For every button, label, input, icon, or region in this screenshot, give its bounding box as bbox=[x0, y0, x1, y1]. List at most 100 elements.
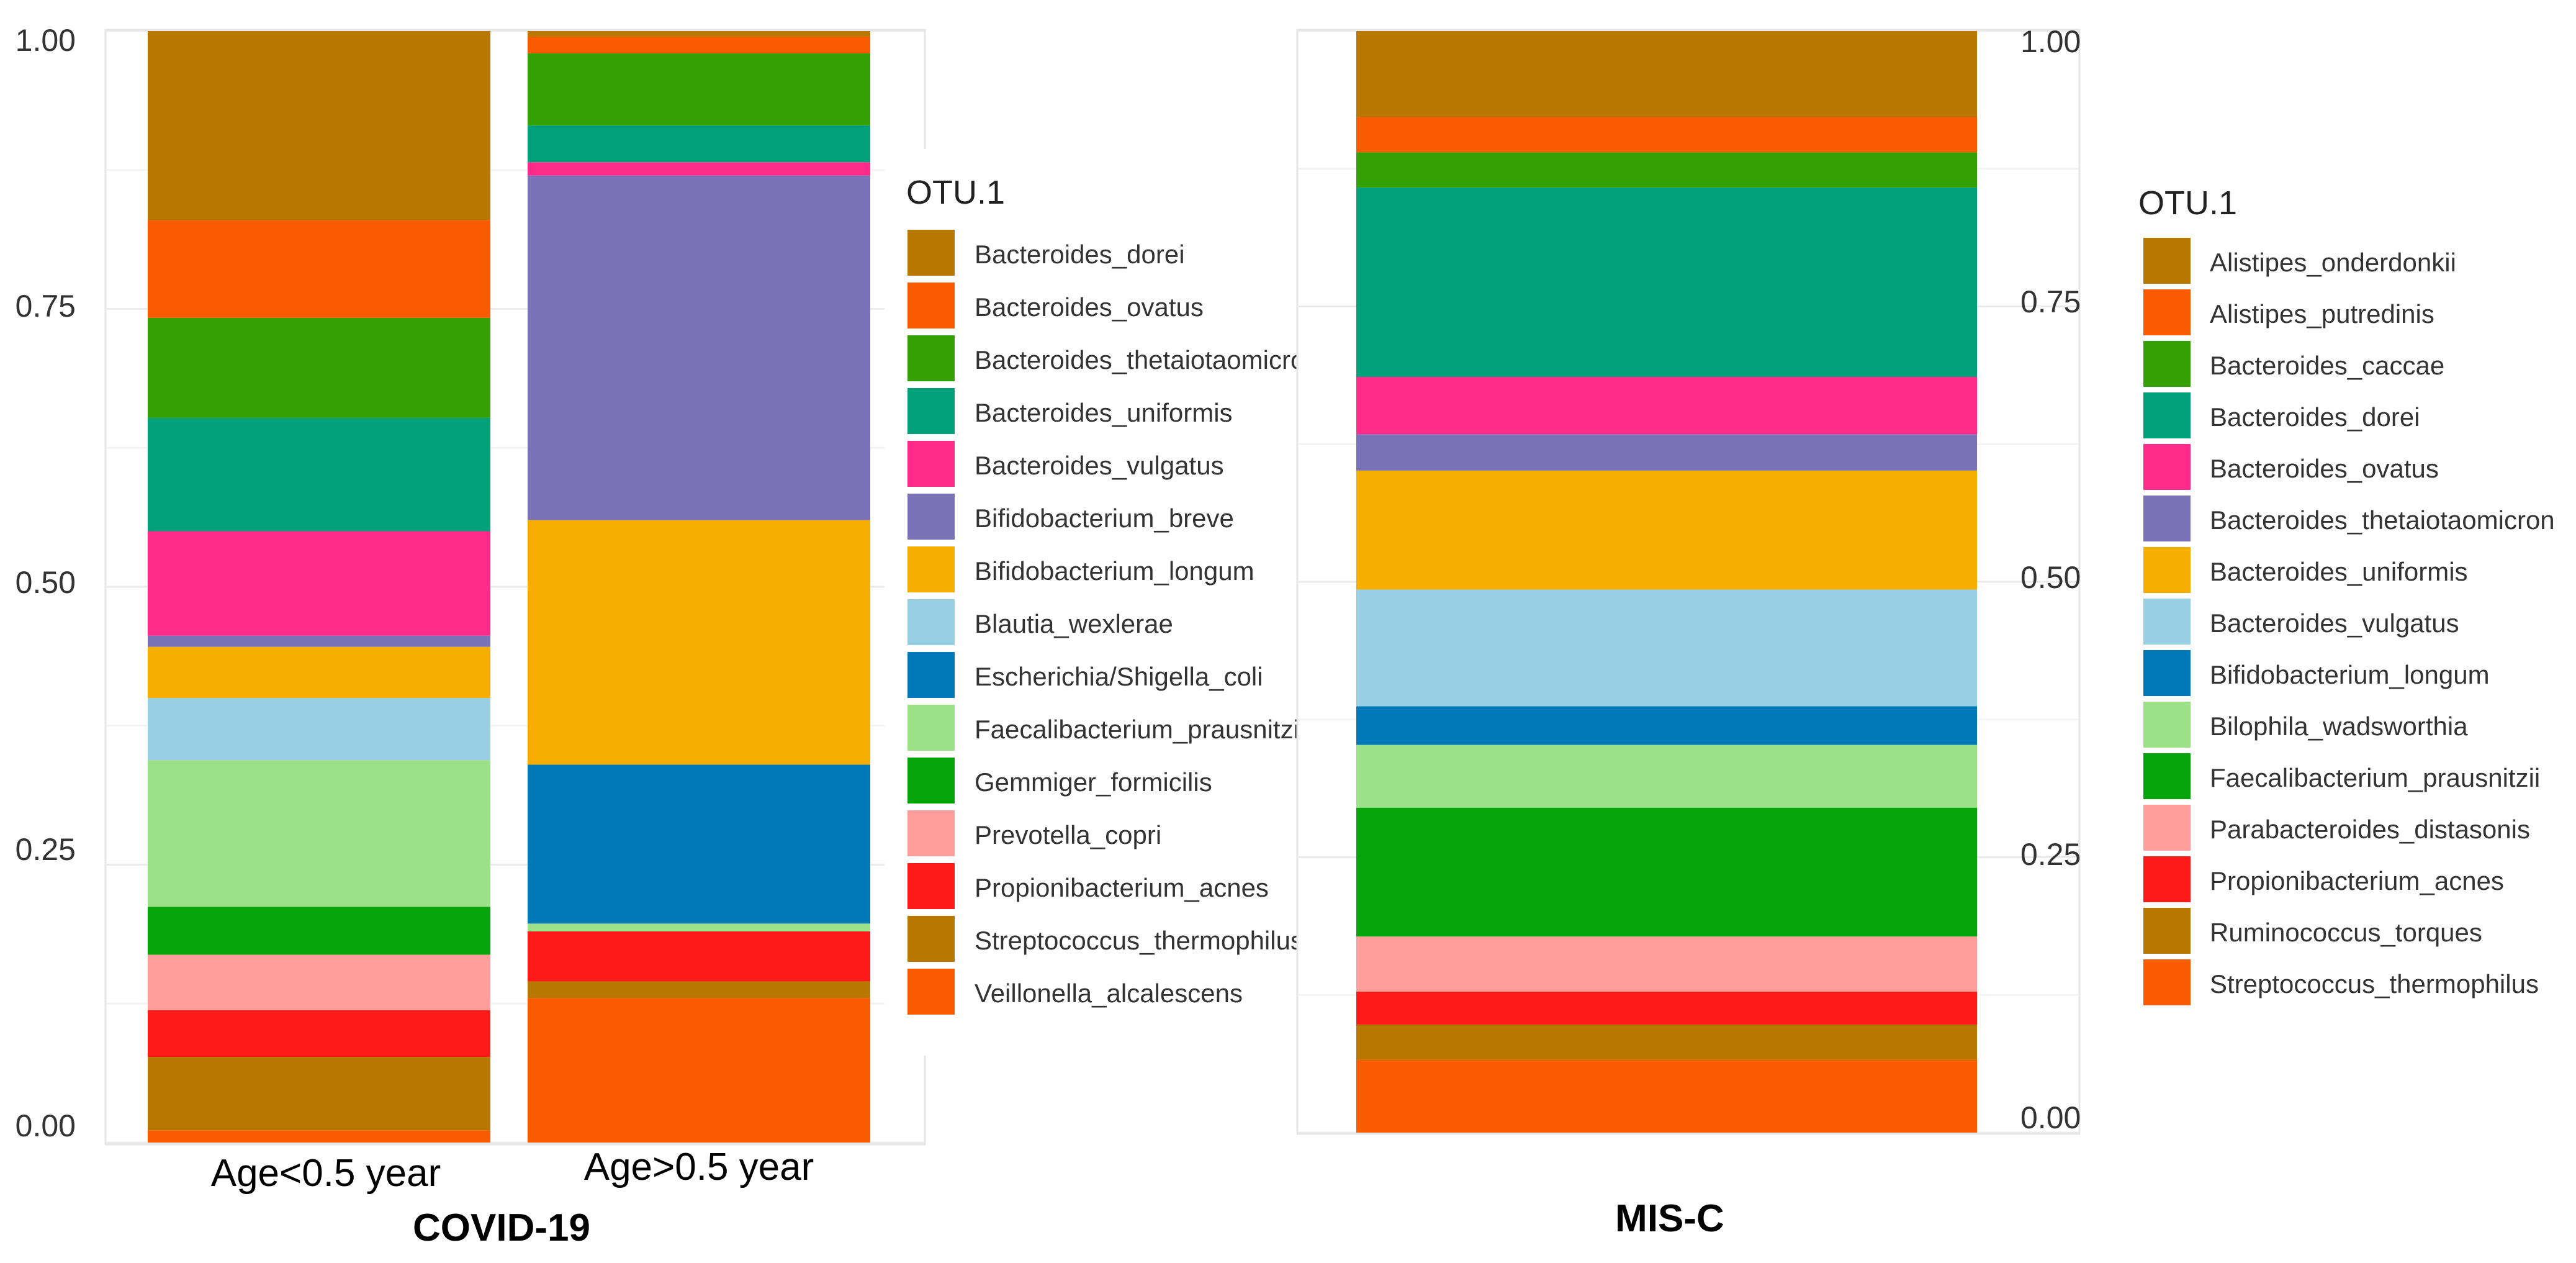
legend-label-bifidobacterium-longum: Bifidobacterium_longum bbox=[2210, 660, 2490, 689]
legend-swatch-bifidobacterium-longum bbox=[907, 546, 955, 592]
legend-label-bacteroides-thetaiotaomicron: Bacteroides_thetaiotaomicron bbox=[975, 345, 1320, 374]
covid-legend: OTU.1 Bacteroides_dorei Bacteroides_ovatu… bbox=[885, 149, 1356, 1056]
legend-swatch-propionibacterium-acnes bbox=[2143, 856, 2191, 902]
legend-label-bifidobacterium-breve: Bifidobacterium_breve bbox=[975, 504, 1234, 533]
bar-segment-faecalibacterium-prausnitzii bbox=[148, 760, 490, 907]
legend-label-alistipes-putredinis: Alistipes_putredinis bbox=[2210, 299, 2434, 328]
legend-swatch-streptococcus-thermophilus bbox=[2143, 959, 2191, 1005]
bar-segment-veillonella-alcalescens bbox=[528, 998, 870, 1143]
bar-segment-bacteroides-caccae bbox=[1356, 152, 1977, 188]
bar-segment-faecalibacterium-prausnitzii bbox=[528, 923, 870, 931]
bar-segment-bacteroides-ovatus bbox=[528, 36, 870, 53]
bar-segment-bacteroides-vulgatus bbox=[528, 162, 870, 176]
legend-swatch-bacteroides-ovatus bbox=[2143, 444, 2191, 490]
bar-segment-bacteroides-vulgatus bbox=[148, 531, 490, 636]
legend-label-streptococcus-thermophilus: Streptococcus_thermophilus bbox=[975, 926, 1304, 955]
legend-label-propionibacterium-acnes: Propionibacterium_acnes bbox=[975, 873, 1269, 902]
legend-label-propionibacterium-acnes: Propionibacterium_acnes bbox=[2210, 866, 2504, 895]
bar-segment-parabacteroides-distasonis bbox=[1356, 936, 1977, 992]
bar-segment-bacteroides-ovatus bbox=[1356, 377, 1977, 435]
legend-swatch-veillonella-alcalescens bbox=[907, 969, 955, 1015]
legend-swatch-bacteroides-uniformis bbox=[2143, 547, 2191, 593]
bar-segment-streptococcus-thermophilus bbox=[528, 981, 870, 998]
y-tick-label: 0.75 bbox=[2020, 284, 2081, 319]
bar-segment-bacteroides-ovatus bbox=[148, 220, 490, 318]
y-tick-label: 1.00 bbox=[16, 23, 76, 58]
bar-segment-gemmiger-formicilis bbox=[148, 907, 490, 955]
category-label-age-under-half-year: Age<0.5 year bbox=[211, 1152, 441, 1195]
group-label-misc: MIS-C bbox=[1615, 1197, 1724, 1240]
bar-segment-bifidobacterium-longum bbox=[1356, 706, 1977, 745]
legend-label-streptococcus-thermophilus: Streptococcus_thermophilus bbox=[2210, 969, 2539, 998]
bar-segment-prevotella-copri bbox=[148, 954, 490, 1010]
bar-segment-bacteroides-uniformis bbox=[1356, 470, 1977, 590]
y-tick-label: 0.00 bbox=[2020, 1100, 2081, 1135]
legend-swatch-faecalibacterium-prausnitzii bbox=[907, 705, 955, 751]
misc-legend-title: OTU.1 bbox=[2138, 184, 2237, 222]
legend-label-bacteroides-dorei: Bacteroides_dorei bbox=[975, 240, 1185, 269]
legend-swatch-bacteroides-dorei bbox=[907, 230, 955, 276]
bar-segment-propionibacterium-acnes bbox=[528, 931, 870, 982]
legend-label-ruminococcus-torques: Ruminococcus_torques bbox=[2210, 918, 2482, 947]
legend-label-bacteroides-caccae: Bacteroides_caccae bbox=[2210, 351, 2444, 380]
bar-segment-alistipes-putredinis bbox=[1356, 117, 1977, 153]
y-tick-label: 0.25 bbox=[2020, 837, 2081, 872]
misc-panel: 0.00 0.25 0.50 0.75 1.00 MIS-C bbox=[1296, 24, 2081, 1240]
bar-segment-propionibacterium-acnes bbox=[1356, 991, 1977, 1025]
bar-segment-bifidobacterium-breve bbox=[148, 635, 490, 647]
bar-segment-ruminococcus-torques bbox=[1356, 1025, 1977, 1060]
legend-swatch-bacteroides-vulgatus bbox=[907, 441, 955, 487]
legend-swatch-blautia-wexlerae bbox=[907, 599, 955, 645]
bar-segment-bacteroides-uniformis bbox=[528, 125, 870, 163]
legend-label-bacteroides-vulgatus: Bacteroides_vulgatus bbox=[2210, 609, 2459, 638]
legend-swatch-faecalibacterium-prausnitzii bbox=[2143, 753, 2191, 799]
legend-label-bacteroides-uniformis: Bacteroides_uniformis bbox=[975, 398, 1233, 427]
misc-y-axis: 0.00 0.25 0.50 0.75 1.00 bbox=[2020, 24, 2081, 1135]
legend-swatch-parabacteroides-distasonis bbox=[2143, 805, 2191, 851]
bar-segment-bilophila-wadsworthia bbox=[1356, 745, 1977, 808]
legend-swatch-bacteroides-ovatus bbox=[907, 283, 955, 328]
bar-segment-bifidobacterium-longum bbox=[528, 520, 870, 765]
legend-swatch-bifidobacterium-longum bbox=[2143, 650, 2191, 696]
legend-swatch-ruminococcus-torques bbox=[2143, 908, 2191, 954]
misc-legend-background bbox=[2117, 161, 2576, 1043]
legend-swatch-bacteroides-uniformis bbox=[907, 388, 955, 434]
legend-label-escherichia-shigella-coli: Escherichia/Shigella_coli bbox=[975, 662, 1263, 691]
bar-segment-bacteroides-dorei bbox=[1356, 187, 1977, 378]
legend-label-faecalibacterium-prausnitzii: Faecalibacterium_prausnitzii bbox=[975, 715, 1305, 744]
bar-segment-bacteroides-thetaiotaomicron bbox=[528, 53, 870, 126]
bar-segment-streptococcus-thermophilus bbox=[148, 1057, 490, 1131]
bar-segment-propionibacterium-acnes bbox=[148, 1010, 490, 1057]
legend-label-alistipes-onderdonkii: Alistipes_onderdonkii bbox=[2210, 248, 2456, 277]
legend-swatch-escherichia-shigella-coli bbox=[907, 652, 955, 698]
bar-segment-bacteroides-dorei bbox=[148, 31, 490, 220]
legend-label-bacteroides-ovatus: Bacteroides_ovatus bbox=[2210, 454, 2439, 483]
legend-label-bacteroides-thetaiotaomicron: Bacteroides_thetaiotaomicron bbox=[2210, 505, 2555, 535]
legend-swatch-bacteroides-thetaiotaomicron bbox=[907, 335, 955, 381]
category-label-age-over-half-year: Age>0.5 year bbox=[584, 1146, 814, 1188]
bar-segment-alistipes-onderdonkii bbox=[1356, 31, 1977, 117]
bar-segment-veillonella-alcalescens bbox=[148, 1130, 490, 1143]
misc-legend: OTU.1 Alistipes_onderdonkii Alistipes_put… bbox=[2117, 161, 2576, 1043]
legend-swatch-streptococcus-thermophilus bbox=[907, 916, 955, 962]
misc-bars bbox=[1356, 31, 1977, 1133]
bar-segment-faecalibacterium-prausnitzii bbox=[1356, 807, 1977, 937]
covid-legend-items: Bacteroides_dorei Bacteroides_ovatus Bacte… bbox=[907, 230, 1320, 1015]
covid-panel: 0.00 0.25 0.50 0.75 1.00 Age<0.5 year Age>0.… bbox=[16, 23, 926, 1249]
legend-label-blautia-wexlerae: Blautia_wexlerae bbox=[975, 609, 1173, 638]
y-tick-label: 0.25 bbox=[16, 832, 76, 867]
bar-segment-bacteroides-thetaiotaomicron bbox=[1356, 434, 1977, 471]
legend-label-gemmiger-formicilis: Gemmiger_formicilis bbox=[975, 767, 1212, 797]
legend-label-bifidobacterium-longum: Bifidobacterium_longum bbox=[975, 556, 1254, 586]
group-label-covid: COVID-19 bbox=[413, 1206, 590, 1249]
covid-y-axis: 0.00 0.25 0.50 0.75 1.00 bbox=[16, 23, 76, 1143]
bar-segment-bacteroides-thetaiotaomicron bbox=[148, 317, 490, 418]
legend-swatch-bacteroides-thetaiotaomicron bbox=[2143, 496, 2191, 541]
legend-label-bilophila-wadsworthia: Bilophila_wadsworthia bbox=[2210, 712, 2468, 741]
covid-bars bbox=[148, 31, 870, 1143]
y-tick-label: 1.00 bbox=[2020, 24, 2081, 59]
legend-label-bacteroides-ovatus: Bacteroides_ovatus bbox=[975, 292, 1204, 322]
bar-segment-streptococcus-thermophilus bbox=[1356, 1059, 1977, 1133]
bar-segment-escherichia-shigella-coli bbox=[528, 764, 870, 924]
